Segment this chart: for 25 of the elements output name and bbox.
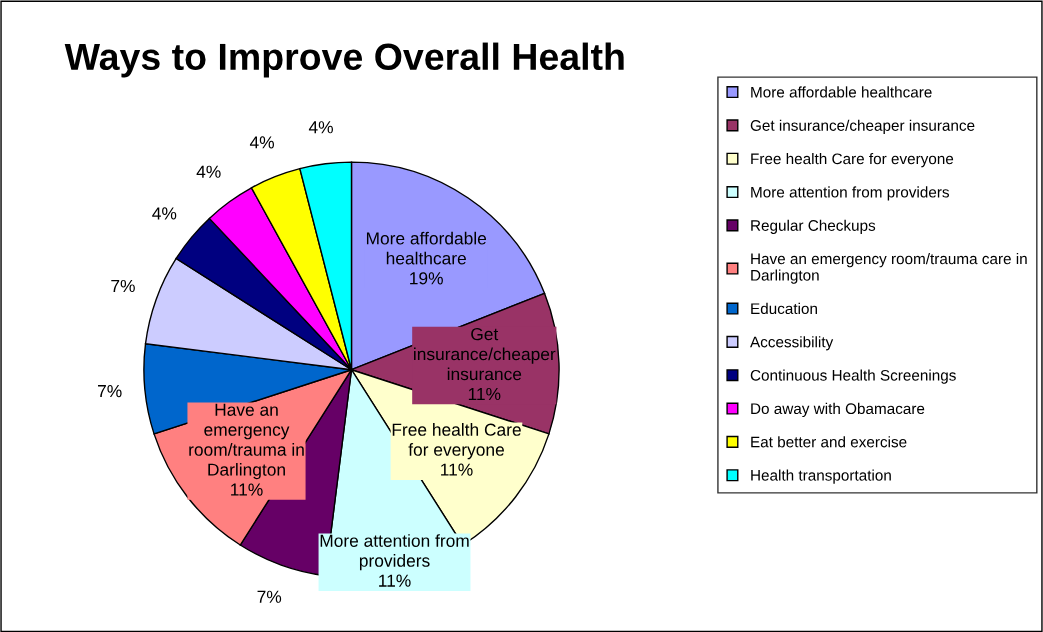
- data-label: Have an emergency room/trauma in Darlington 11%: [189, 403, 304, 496]
- legend-label: Free health Care for everyone: [751, 153, 954, 168]
- legend-label: Get insurance/cheaper insurance: [750, 119, 975, 134]
- data-label: 4%: [308, 121, 333, 134]
- legend-label: Regular Checkups: [751, 219, 876, 234]
- data-label: Get insurance/cheaper insurance 11%: [414, 327, 556, 401]
- data-label: 4%: [196, 165, 221, 178]
- legend-label: Continuous Health Screenings: [750, 369, 956, 384]
- data-label: 4%: [249, 136, 274, 149]
- legend-label: Eat better and exercise: [751, 436, 907, 448]
- legend-label: More attention from providers: [751, 186, 949, 201]
- data-label: More affordable healthcare 19%: [366, 231, 487, 285]
- data-label: Free health Care for everyone 11%: [392, 423, 521, 476]
- data-label: 7%: [98, 385, 122, 398]
- legend-label: Accessibility: [750, 336, 834, 351]
- data-label: 7%: [257, 590, 282, 603]
- data-label: More attention from providers 11%: [320, 534, 469, 587]
- legend-label: Education: [751, 302, 817, 315]
- legend-label: More affordable healthcare: [751, 86, 932, 98]
- chart-title: Ways to Improve Overall Health: [64, 42, 624, 78]
- data-label: 7%: [111, 279, 135, 293]
- legend-label: Health transportation: [751, 469, 891, 484]
- legend-label: Have an emergency room/trauma care in Darlington: [751, 253, 1027, 284]
- data-label: 4%: [152, 207, 177, 220]
- legend-label: Do away with Obamacare: [751, 402, 925, 418]
